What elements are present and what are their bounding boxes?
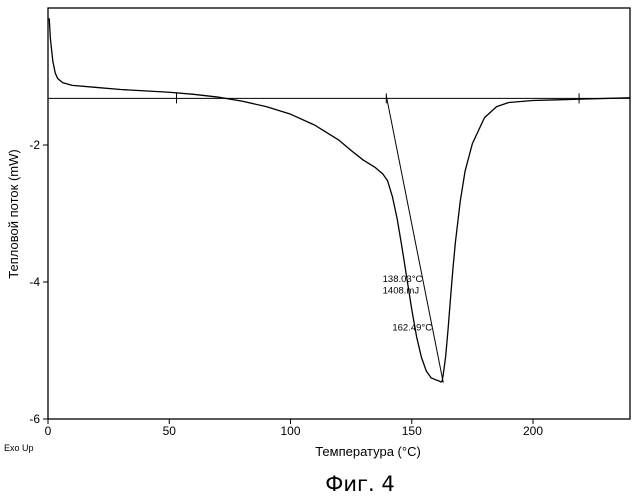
y-tick-label: -4 (29, 275, 40, 289)
peak-annotation: 162.49°C (392, 323, 432, 334)
y-axis-title: Тепловой поток (mW) (6, 149, 21, 278)
y-tick-label: -6 (29, 412, 40, 426)
dsc-curve (49, 18, 630, 382)
x-tick-label: 150 (402, 424, 422, 438)
onset-tangent-line (386, 96, 443, 383)
exo-up-label: Exo Up (4, 443, 34, 453)
x-tick-label: 50 (163, 424, 177, 438)
x-tick-label: 100 (280, 424, 300, 438)
x-tick-label: 0 (45, 424, 52, 438)
x-axis-title: Температура (°C) (315, 444, 421, 459)
y-tick-label: -2 (29, 138, 40, 152)
dsc-chart: 0 50 100 150 200 -2 -4 -6 138.03°C1408.mJ 162.49°… (0, 0, 641, 500)
plot-frame (48, 8, 630, 419)
peak-annotation: 138.03°C (383, 274, 423, 285)
figure-caption: Фиг. 4 (325, 472, 394, 496)
peak-annotation: 1408.mJ (383, 286, 420, 297)
x-tick-label: 200 (523, 424, 543, 438)
